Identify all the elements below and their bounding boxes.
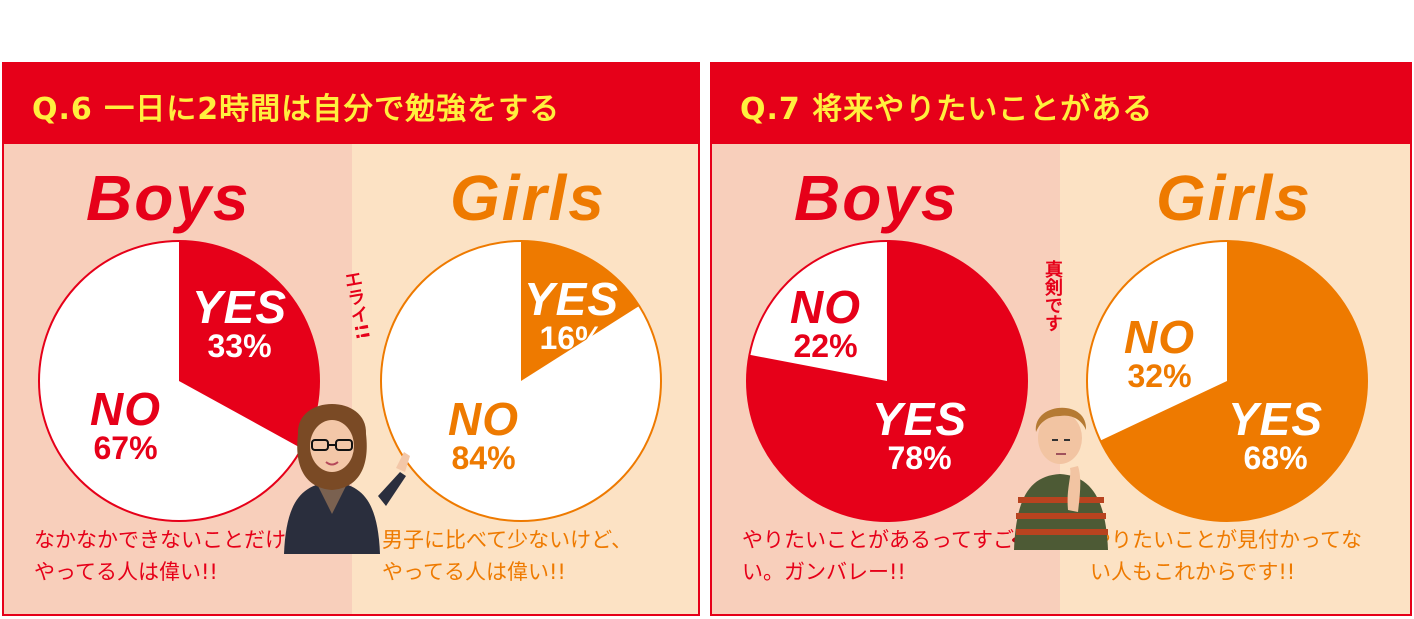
q7-boys-pie-chart [746,240,1028,522]
q7-boys-no-text: NO [790,281,861,333]
q6-girls-pie-chart [380,240,662,522]
q7-girls-no-pct: 32% [1127,358,1192,394]
q7-girls-pie-chart [1086,240,1368,522]
q6-student-photo [270,364,420,558]
q6-boys-pie [34,236,324,526]
q7-girls-comment: やりたいことが見付かってな い人もこれからです!! [1090,524,1362,588]
q7-boys-pie [742,236,1032,526]
q7-boys-title: Boys [794,162,959,234]
q6-boys-section: Boys YES 33% NO 67% なかなかできないことだけど、 やってる人… [4,144,352,614]
q7-boys-section: Boys NO 22% YES 78% やりたいことがあるってすご い。ガンバレ… [712,144,1060,614]
q7-girls-yes-text: YES [1228,393,1324,445]
q6-boys-pie-yes-slice [179,241,319,449]
q7-girls-title: Girls [1156,162,1312,234]
q6-boys-comment: なかなかできないことだけど、 やってる人は偉い!! [34,524,327,588]
q6-boys-pie-chart [38,240,320,522]
q6-header: Q.6 一日に2時間は自分で勉強をする [4,64,698,144]
q7-boys-comment-line1: やりたいことがあるってすご [742,528,1014,552]
q7-girls-pie-yes-slice [1100,241,1367,521]
q6-girls-comment-line1: 男子に比べて少ないけど、 [382,528,633,552]
q6-girls-pie [376,236,666,526]
q7-girls-pie [1082,236,1372,526]
q7-boys-yes-text: YES [872,393,968,445]
q6-girls-no-label: NO 84% [448,396,519,474]
q6-boys-comment-line2: やってる人は偉い!! [34,560,218,584]
q7-girls-no-text: NO [1124,311,1195,363]
q7-girls-comment-line1: やりたいことが見付かってな [1090,528,1362,552]
q7-student-photo [1008,360,1128,554]
q6-boys-yes-pct: 33% [207,328,272,364]
q6-boys-title: Boys [86,162,251,234]
q6-girls-title: Girls [450,162,606,234]
q7-girls-yes-label: YES 68% [1228,396,1323,474]
q7-panel: Q.7 将来やりたいことがある Boys NO 22% YES 78% やりたい… [710,62,1412,616]
q7-header: Q.7 将来やりたいことがある [712,64,1410,144]
q6-boys-comment-line1: なかなかできないことだけど、 [34,528,327,552]
q7-boys-comment: やりたいことがあるってすご い。ガンバレー!! [742,524,1014,588]
q6-boys-no-pct: 67% [93,430,158,466]
q7-girls-no-label: NO 32% [1124,314,1195,392]
q7-boys-pie-yes-slice [747,241,1028,521]
q7-boys-comment-line2: い。ガンバレー!! [742,560,906,584]
q7-boys-no-pct: 22% [793,328,858,364]
q6-title: Q.6 一日に2時間は自分で勉強をする [32,92,561,127]
q6-panel: Q.6 一日に2時間は自分で勉強をする Boys YES 33% NO 67% … [2,62,700,616]
q6-girls-yes-text: YES [524,273,620,325]
q6-boys-yes-text: YES [192,281,288,333]
q7-title: Q.7 将来やりたいことがある [740,92,1154,127]
q7-boys-yes-label: YES 78% [872,396,967,474]
q6-boys-no-text: NO [90,383,161,435]
q7-girls-yes-pct: 68% [1243,440,1308,476]
q6-boys-no-label: NO 67% [90,386,161,464]
q6-girls-no-pct: 84% [451,440,516,476]
q6-girls-pie-yes-slice [521,241,640,381]
q7-boys-no-label: NO 22% [790,284,861,362]
q7-girls-section: Girls NO 32% YES 68% やりたいことが見付かってな い人もこれ… [1060,144,1410,614]
q6-girls-comment-line2: やってる人は偉い!! [382,560,566,584]
q6-boys-yes-label: YES 33% [192,284,287,362]
q6-girls-yes-pct: 16% [539,320,604,356]
q7-girls-comment-line2: い人もこれからです!! [1090,560,1296,584]
q6-girls-section: Girls YES 16% NO 84% 男子に比べて少ないけど、 やってる人は… [352,144,698,614]
q6-girls-yes-label: YES 16% [524,276,619,354]
q7-boys-yes-pct: 78% [887,440,952,476]
q6-girls-comment: 男子に比べて少ないけど、 やってる人は偉い!! [382,524,632,588]
q6-girls-no-text: NO [448,393,519,445]
q7-remark: 真剣です [1042,260,1063,332]
